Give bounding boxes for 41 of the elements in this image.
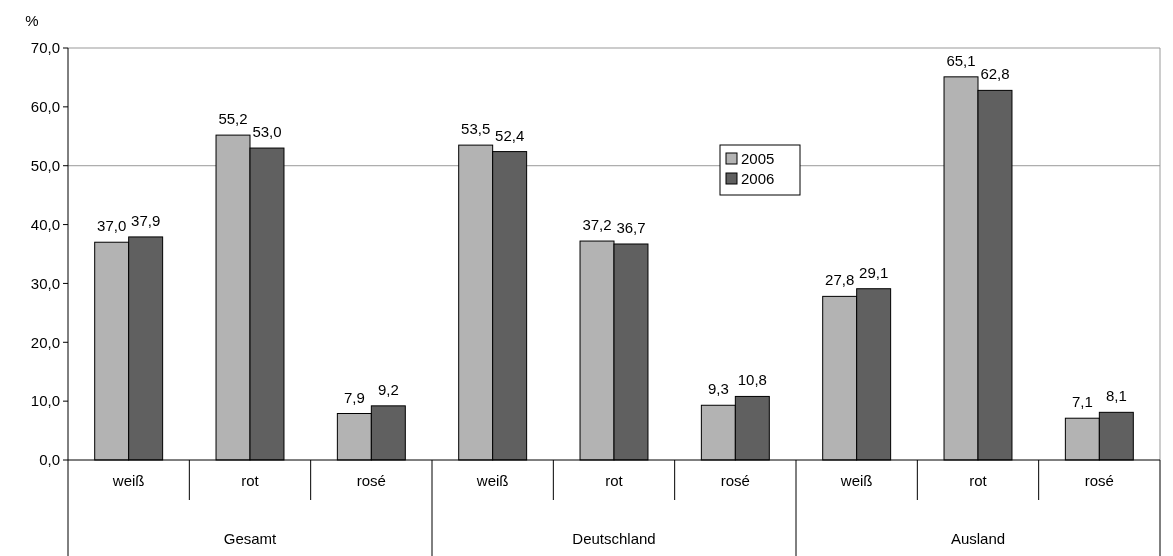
y-tick-label: 30,0 (30, 274, 60, 292)
x-tick-label: rosé (356, 472, 386, 489)
x-tick-label: weiß (111, 472, 145, 489)
data-label: 55,2 (218, 110, 248, 128)
data-label: 9,2 (377, 380, 399, 398)
y-tick-label: 0,0 (39, 451, 60, 469)
data-label: 7,1 (1071, 393, 1093, 411)
data-label: 37,9 (131, 211, 161, 229)
x-tick-label: rot (241, 472, 260, 489)
data-label: 62,8 (980, 65, 1010, 83)
data-label: 52,4 (495, 126, 525, 144)
x-tick-label: rosé (720, 472, 750, 489)
y-tick-label: 60,0 (30, 98, 60, 116)
y-tick-label: 40,0 (30, 215, 60, 233)
text: Deutschland (572, 530, 656, 547)
legend-label: 2005 (741, 150, 775, 168)
data-label: 36,7 (616, 218, 646, 236)
x-tick-label: weiß (475, 472, 509, 489)
x-tick-label: weiß (839, 472, 873, 489)
y-tick-label: 70,0 (30, 39, 60, 57)
data-label: 53,5 (461, 120, 491, 138)
data-label: 10,8 (737, 371, 767, 389)
data-label: 9,3 (707, 380, 729, 398)
y-tick-label: 20,0 (30, 333, 60, 351)
text: Gesamt (223, 530, 278, 547)
data-label: 8,1 (1105, 387, 1127, 405)
data-label: 37,0 (97, 217, 127, 235)
legend-label: 2006 (741, 170, 775, 188)
data-label: 53,0 (252, 123, 282, 141)
data-label: 7,9 (343, 388, 365, 406)
data-label: 37,2 (582, 216, 612, 234)
data-label: 65,1 (946, 51, 976, 69)
data-label: 27,8 (825, 271, 855, 289)
text: Ausland (950, 530, 1006, 547)
y-tick-label: 10,0 (30, 392, 60, 410)
y-tick-label: 50,0 (30, 156, 60, 174)
x-tick-label: rot (605, 472, 624, 489)
y-axis-title: % (25, 12, 39, 29)
x-tick-label: rot (969, 472, 988, 489)
data-label: 29,1 (859, 263, 889, 281)
x-tick-label: rosé (1084, 472, 1114, 489)
